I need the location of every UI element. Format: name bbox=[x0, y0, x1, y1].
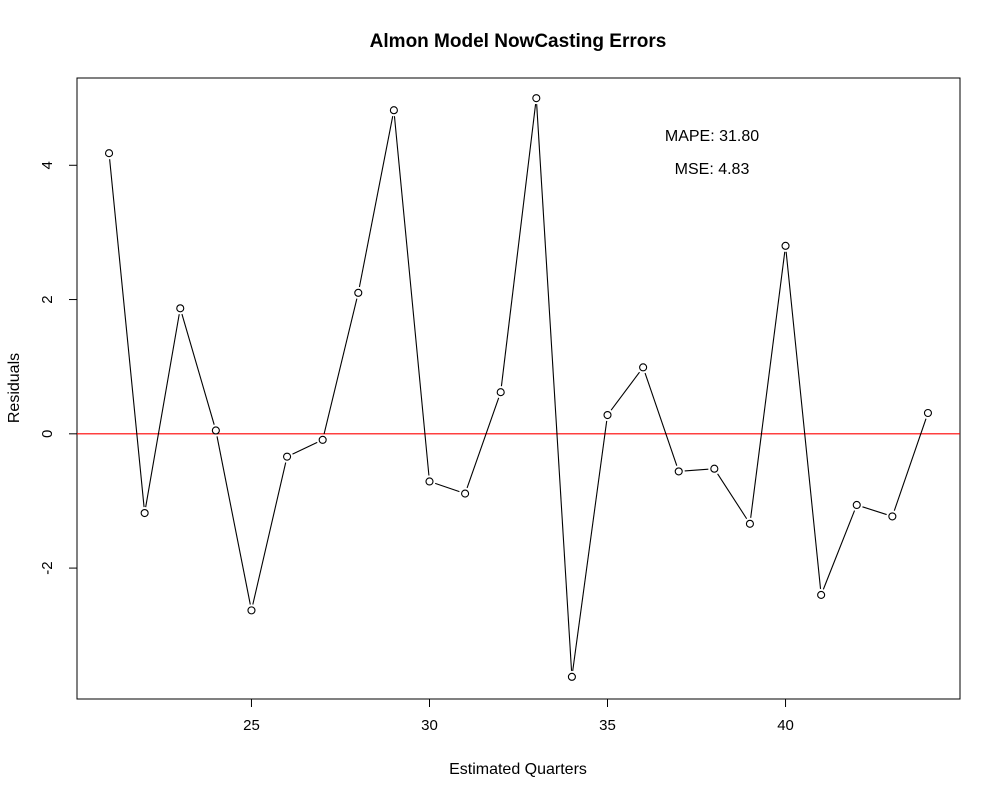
data-point-marker bbox=[176, 304, 185, 313]
series-line-segment bbox=[822, 510, 856, 590]
series-line-segment bbox=[181, 313, 215, 425]
data-point-marker bbox=[140, 508, 149, 518]
y-tick-label: 2 bbox=[39, 295, 56, 303]
series-line-segment bbox=[109, 159, 145, 508]
series-line-segment bbox=[536, 104, 573, 671]
data-point-marker bbox=[817, 590, 826, 599]
series-line-segment bbox=[500, 104, 537, 387]
series-line-segment bbox=[572, 420, 608, 671]
series-line-segment bbox=[145, 314, 180, 508]
data-point-marker bbox=[389, 106, 398, 115]
x-tick-label: 35 bbox=[599, 717, 616, 734]
series-line-segment bbox=[393, 116, 430, 476]
stats-annotations: MAPE: 31.80 MSE: 4.83 bbox=[665, 128, 759, 178]
series-line-segment bbox=[252, 462, 287, 605]
series-line-segment bbox=[292, 441, 318, 455]
data-point-marker bbox=[354, 288, 363, 297]
series-line-segment bbox=[785, 251, 822, 590]
data-point-marker bbox=[781, 241, 790, 250]
data-point-marker bbox=[318, 435, 327, 444]
data-point-marker bbox=[247, 606, 256, 615]
data-point-marker bbox=[425, 477, 434, 486]
mape-annotation: MAPE: 31.80 bbox=[665, 128, 759, 145]
data-point-marker bbox=[104, 149, 114, 158]
data-point-marker bbox=[461, 489, 470, 498]
chart-title: Almon Model NowCasting Errors bbox=[370, 31, 667, 52]
data-point-marker bbox=[852, 500, 861, 510]
x-axis: 25 30 35 40 bbox=[243, 698, 794, 734]
y-tick-label: 0 bbox=[39, 430, 56, 438]
data-point-marker bbox=[674, 467, 683, 476]
data-point-marker bbox=[496, 388, 505, 397]
series-line-segment bbox=[750, 251, 786, 518]
y-tick-label: 4 bbox=[39, 161, 56, 169]
data-point-marker bbox=[532, 94, 541, 103]
data-point-marker bbox=[888, 512, 897, 521]
y-axis-label: Residuals bbox=[6, 353, 23, 423]
series-line-segment bbox=[216, 436, 251, 605]
plot-frame bbox=[76, 77, 961, 700]
residual-series bbox=[104, 94, 933, 681]
y-tick-label: -2 bbox=[39, 561, 56, 574]
series-line-segment bbox=[717, 473, 748, 520]
data-point-marker bbox=[283, 452, 292, 461]
x-axis-label: Estimated Quarters bbox=[449, 761, 587, 778]
series-line-segment bbox=[466, 397, 500, 489]
data-point-marker bbox=[603, 410, 612, 420]
series-line-segment bbox=[434, 482, 460, 493]
series-line-segment bbox=[323, 298, 358, 435]
data-point-marker bbox=[211, 426, 220, 435]
y-axis: -2 0 2 4 bbox=[39, 161, 78, 575]
data-point-marker bbox=[567, 672, 576, 681]
series-line-segment bbox=[610, 371, 640, 411]
data-point-marker bbox=[710, 464, 719, 473]
data-point-marker bbox=[639, 363, 648, 372]
x-tick-label: 25 bbox=[243, 717, 260, 734]
mse-annotation: MSE: 4.83 bbox=[675, 161, 750, 178]
series-line-segment bbox=[358, 116, 394, 288]
x-tick-label: 30 bbox=[421, 717, 438, 734]
series-line-segment bbox=[684, 468, 709, 472]
data-point-marker bbox=[923, 408, 933, 418]
series-line-segment bbox=[644, 372, 678, 466]
series-line-segment bbox=[893, 418, 927, 511]
series-line-segment bbox=[862, 506, 887, 516]
data-point-marker bbox=[745, 519, 754, 528]
x-tick-label: 40 bbox=[777, 717, 794, 734]
